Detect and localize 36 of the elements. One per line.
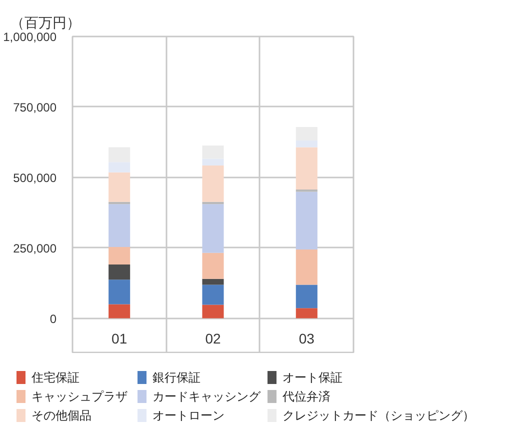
- bar: [202, 278, 224, 285]
- x-tick-label: 02: [205, 330, 221, 346]
- legend-label: オート保証: [282, 370, 342, 384]
- bar: [202, 304, 224, 318]
- bar: [296, 284, 318, 308]
- bar: [202, 204, 224, 253]
- y-tick-label: 1,000,000: [3, 30, 57, 44]
- legend-label: 住宅保証: [30, 370, 80, 384]
- y-axis-title: （百万円）: [10, 16, 80, 32]
- legend-label: クレジットカード（ショッピング）: [282, 408, 474, 422]
- bar: [108, 304, 130, 318]
- bar: [202, 166, 224, 202]
- y-tick-label: 500,000: [13, 170, 57, 185]
- legend-label: 代位弁済: [282, 390, 330, 404]
- y-tick-label: 750,000: [13, 100, 57, 114]
- legend-label: キャッシュプラザ: [32, 390, 128, 404]
- y-tick-label: 250,000: [13, 241, 57, 256]
- bar: [296, 192, 318, 250]
- bar: [108, 264, 130, 280]
- bar: [296, 308, 318, 318]
- bar: [202, 252, 224, 279]
- bar: [296, 250, 318, 285]
- bar: [202, 202, 224, 204]
- legend-label: 銀行保証: [152, 370, 200, 384]
- bar: [108, 280, 130, 304]
- x-tick-label: 01: [112, 330, 128, 346]
- y-tick-label: 0: [50, 312, 57, 326]
- bar: [108, 246, 130, 264]
- bar: [296, 147, 318, 190]
- legend-label: オートローン: [152, 408, 224, 422]
- bar: [108, 172, 130, 202]
- bar: [202, 284, 224, 305]
- legend-label: カードキャッシング: [152, 390, 262, 404]
- legend-label: その他個品: [32, 408, 92, 422]
- bar: [108, 204, 130, 247]
- x-tick-label: 03: [298, 330, 315, 346]
